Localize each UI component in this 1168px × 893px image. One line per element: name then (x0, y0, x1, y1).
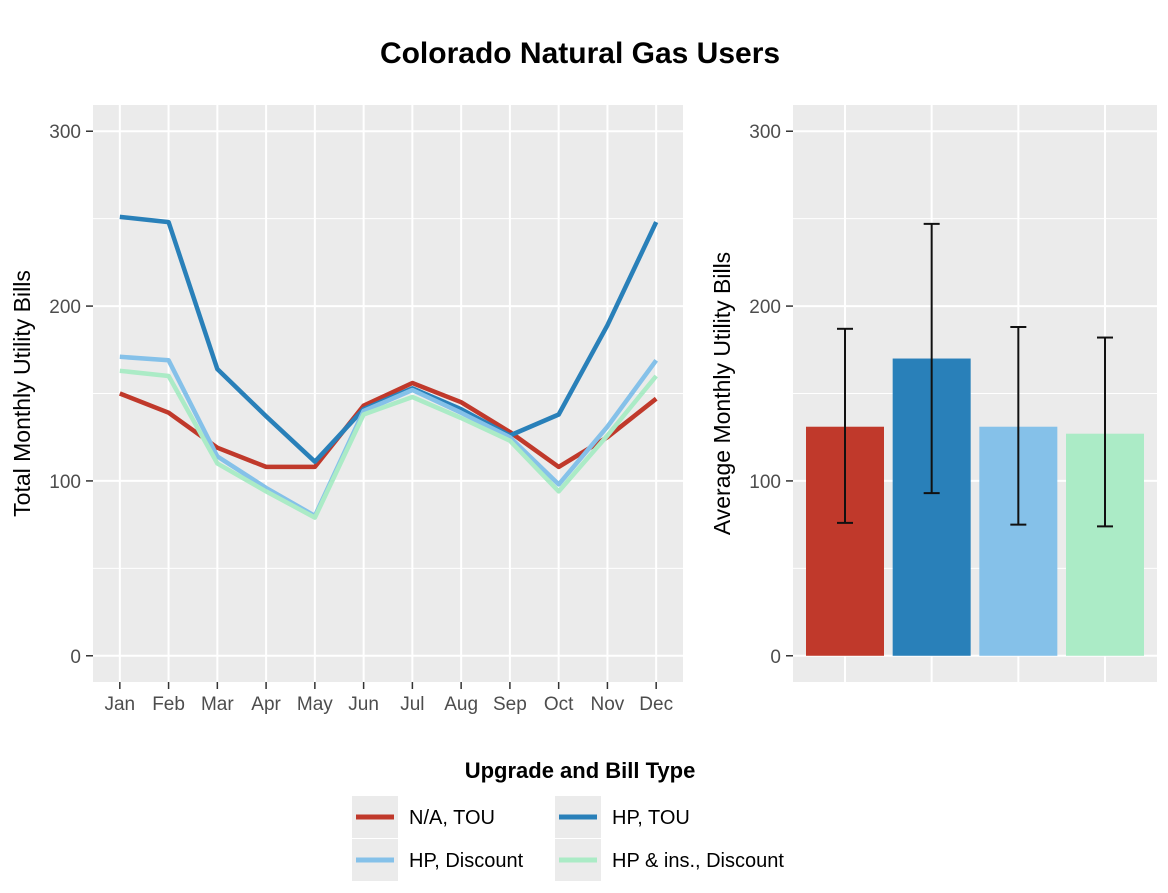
line-y-tick-label: 0 (70, 647, 81, 668)
bar-y-axis-label: Average Monthly Utility Bills (709, 252, 735, 535)
legend-label: N/A, TOU (409, 807, 495, 829)
line-x-tick-label: Aug (444, 694, 478, 715)
legend-title: Upgrade and Bill Type (465, 758, 696, 783)
legend-label: HP, TOU (612, 807, 690, 829)
line-y-tick-label: 300 (49, 122, 81, 143)
legend-label: HP & ins., Discount (612, 850, 784, 872)
bar-y-tick-label: 0 (770, 647, 781, 668)
line-x-tick-label: Nov (591, 694, 625, 715)
line-series-3 (119, 354, 659, 519)
line-x-tick-label: Jan (104, 694, 135, 715)
bar-y-tick-label: 200 (749, 297, 781, 318)
chart-title: Colorado Natural Gas Users (380, 37, 780, 70)
line-x-tick-label: Apr (251, 694, 281, 715)
line-x-tick-label: Mar (201, 694, 234, 715)
line-panel: 0 100 200 300 Jan Feb Mar Apr May Jun Jul Aug Sep Oct… (9, 105, 683, 715)
line-x-tick-label: Dec (639, 694, 673, 715)
line-x-tick-label: Jul (400, 694, 424, 715)
line-x-tick-label: Jun (348, 694, 379, 715)
bar-y-tick-label: 100 (749, 472, 781, 493)
line-y-tick-label: 100 (49, 472, 81, 493)
line-x-tick-label: May (297, 694, 333, 715)
bar-y-tick-label: 300 (749, 122, 781, 143)
line-y-tick-label: 200 (49, 297, 81, 318)
line-series-4 (119, 368, 658, 520)
bar-panel: 0 100 200 300 Average Monthly Utility Bills (709, 105, 1157, 682)
line-y-axis-label: Total Monthly Utility Bills (9, 270, 35, 517)
line-x-tick-label: Oct (544, 694, 574, 715)
line-x-tick-label: Feb (152, 694, 185, 715)
legend-label: HP, Discount (409, 850, 524, 872)
line-x-tick-label: Sep (493, 694, 527, 715)
legend: N/A, TOU HP, TOU HP, Discount HP & ins., Di… (352, 796, 784, 881)
